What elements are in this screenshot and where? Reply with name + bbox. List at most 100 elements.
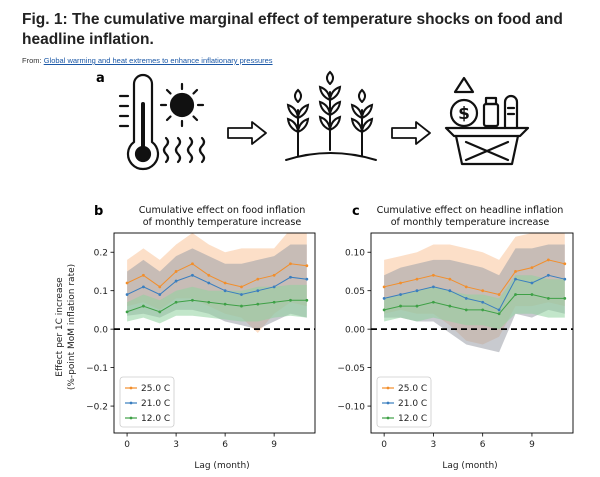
series-line-c-1 bbox=[383, 274, 565, 311]
data-point-b-1-6 bbox=[223, 289, 227, 293]
data-point-b-2-0 bbox=[125, 310, 129, 314]
data-point-b-1-3 bbox=[174, 279, 178, 283]
plot-area-c bbox=[371, 233, 573, 353]
data-point-b-0-4 bbox=[191, 262, 194, 266]
legend-label-c-1: 21.0 C bbox=[398, 399, 427, 409]
legend-marker-c-2 bbox=[386, 416, 390, 420]
plot-frame-c bbox=[370, 232, 574, 434]
y-tick-label-c-4: 0.10 bbox=[345, 248, 365, 258]
x-tick-label-b-2: 6 bbox=[222, 440, 228, 450]
data-point-b-0-7 bbox=[240, 285, 243, 289]
data-point-b-0-9 bbox=[272, 273, 276, 277]
y-tick-label-b-0: −0.2 bbox=[86, 402, 108, 412]
data-point-b-2-10 bbox=[289, 298, 292, 302]
series-line-c-0 bbox=[383, 259, 565, 296]
data-point-b-2-9 bbox=[272, 300, 276, 304]
data-point-c-1-1 bbox=[399, 293, 402, 296]
data-point-b-1-0 bbox=[125, 293, 129, 296]
legend-label-b-2: 12.0 C bbox=[141, 414, 170, 424]
svg-text:$: $ bbox=[458, 104, 470, 124]
data-point-c-1-11 bbox=[563, 277, 567, 281]
data-point-c-0-2 bbox=[415, 277, 419, 281]
panel-c-title-line2: of monthly temperature increase bbox=[391, 217, 550, 228]
data-point-c-2-4 bbox=[448, 304, 452, 308]
data-point-c-0-5 bbox=[464, 285, 468, 289]
legend-marker-b-0 bbox=[129, 386, 133, 390]
data-point-b-2-11 bbox=[305, 298, 309, 302]
source-link[interactable]: Global warming and heat extremes to enha… bbox=[43, 56, 273, 65]
legend-label-c-2: 12.0 C bbox=[398, 414, 427, 424]
panel-b-title-line1: Cumulative effect on food inflation bbox=[139, 205, 306, 216]
data-point-b-1-7 bbox=[240, 293, 243, 296]
plot-area-b bbox=[114, 233, 315, 333]
wheat-plants-icon bbox=[285, 70, 377, 161]
legend-box-b bbox=[119, 376, 175, 428]
series-line-c-2 bbox=[383, 294, 565, 315]
sun-icon bbox=[159, 82, 205, 128]
data-point-c-2-6 bbox=[481, 308, 485, 312]
data-point-c-2-9 bbox=[530, 293, 534, 296]
data-point-c-0-4 bbox=[448, 277, 452, 281]
y-tick-label-b-1: −0.1 bbox=[86, 364, 108, 374]
data-point-c-2-3 bbox=[432, 300, 435, 304]
data-point-c-2-7 bbox=[497, 312, 501, 316]
arrow-right-icon bbox=[227, 121, 267, 145]
x-tick-label-b-3: 9 bbox=[271, 440, 277, 450]
legend-label-c-0: 25.0 C bbox=[398, 384, 427, 394]
panel-c-label: c bbox=[352, 204, 360, 219]
panel-b-ylabel-line1: Effect per 1C increase bbox=[55, 277, 65, 377]
data-point-c-1-6 bbox=[481, 300, 485, 304]
panel-a-label: a bbox=[96, 71, 105, 86]
data-point-b-0-3 bbox=[174, 270, 178, 273]
data-point-c-1-4 bbox=[448, 289, 452, 293]
series-line-b-2 bbox=[126, 299, 307, 313]
data-point-b-1-1 bbox=[142, 285, 145, 289]
data-point-b-1-8 bbox=[256, 289, 260, 293]
data-point-b-0-0 bbox=[125, 281, 129, 285]
data-point-b-2-2 bbox=[158, 310, 162, 314]
data-point-b-0-10 bbox=[289, 262, 292, 266]
confidence-band-b-2 bbox=[127, 284, 307, 324]
data-point-b-2-4 bbox=[191, 298, 194, 302]
data-point-c-0-7 bbox=[497, 293, 501, 296]
legend-marker-c-0 bbox=[386, 386, 390, 390]
data-point-b-0-8 bbox=[256, 277, 260, 281]
data-point-b-2-8 bbox=[256, 302, 260, 306]
series-line-b-0 bbox=[126, 263, 307, 288]
panel-b-ylabel-line2: (%-point MoM inflation rate) bbox=[67, 264, 77, 390]
panel-b-chart: 0 3 6 9 −0.2 −0.1 0.0 0.1 0.2 25.0 C 21.0 C 12.0 C bbox=[86, 232, 316, 450]
data-point-b-1-4 bbox=[191, 273, 194, 277]
thermometer-icon bbox=[118, 73, 206, 171]
data-point-c-1-9 bbox=[530, 281, 534, 285]
data-point-c-2-8 bbox=[514, 293, 517, 296]
source-prefix: From: bbox=[22, 56, 42, 65]
arrow-right-icon bbox=[391, 121, 431, 145]
data-point-b-0-6 bbox=[223, 281, 227, 285]
x-tick-label-c-2: 6 bbox=[480, 440, 486, 450]
panel-b-title-line2: of monthly temperature increase bbox=[143, 217, 302, 228]
data-point-c-0-1 bbox=[399, 281, 402, 285]
data-point-b-0-1 bbox=[142, 273, 145, 277]
panel-c-chart: 0 3 6 9 −0.10 −0.05 0.00 0.05 0.10 25.0 C 21.0 C 12… bbox=[337, 232, 574, 450]
plot-frame-b bbox=[113, 232, 316, 434]
data-point-b-0-5 bbox=[207, 273, 211, 277]
legend-label-b-1: 21.0 C bbox=[141, 399, 170, 409]
data-point-b-0-2 bbox=[158, 285, 162, 289]
data-point-c-1-2 bbox=[415, 289, 419, 293]
figure-title: Fig. 1: The cumulative marginal effect o… bbox=[22, 11, 563, 48]
data-point-b-2-1 bbox=[142, 304, 145, 308]
series-line-b-1 bbox=[126, 274, 307, 296]
legend-box-c bbox=[376, 376, 432, 428]
data-point-c-1-5 bbox=[464, 296, 468, 300]
y-tick-label-c-2: 0.00 bbox=[345, 325, 365, 335]
data-point-c-0-10 bbox=[546, 258, 550, 262]
x-tick-label-b-0: 0 bbox=[124, 440, 130, 450]
data-point-c-1-7 bbox=[497, 308, 501, 312]
data-point-c-2-5 bbox=[464, 308, 468, 312]
legend-label-b-0: 25.0 C bbox=[141, 384, 170, 394]
legend-marker-b-2 bbox=[129, 416, 133, 420]
source-line: From: Global warming and heat extremes t… bbox=[22, 56, 273, 65]
legend-marker-b-1 bbox=[129, 401, 133, 405]
data-point-c-2-0 bbox=[382, 308, 386, 312]
x-tick-label-c-1: 3 bbox=[431, 440, 437, 450]
